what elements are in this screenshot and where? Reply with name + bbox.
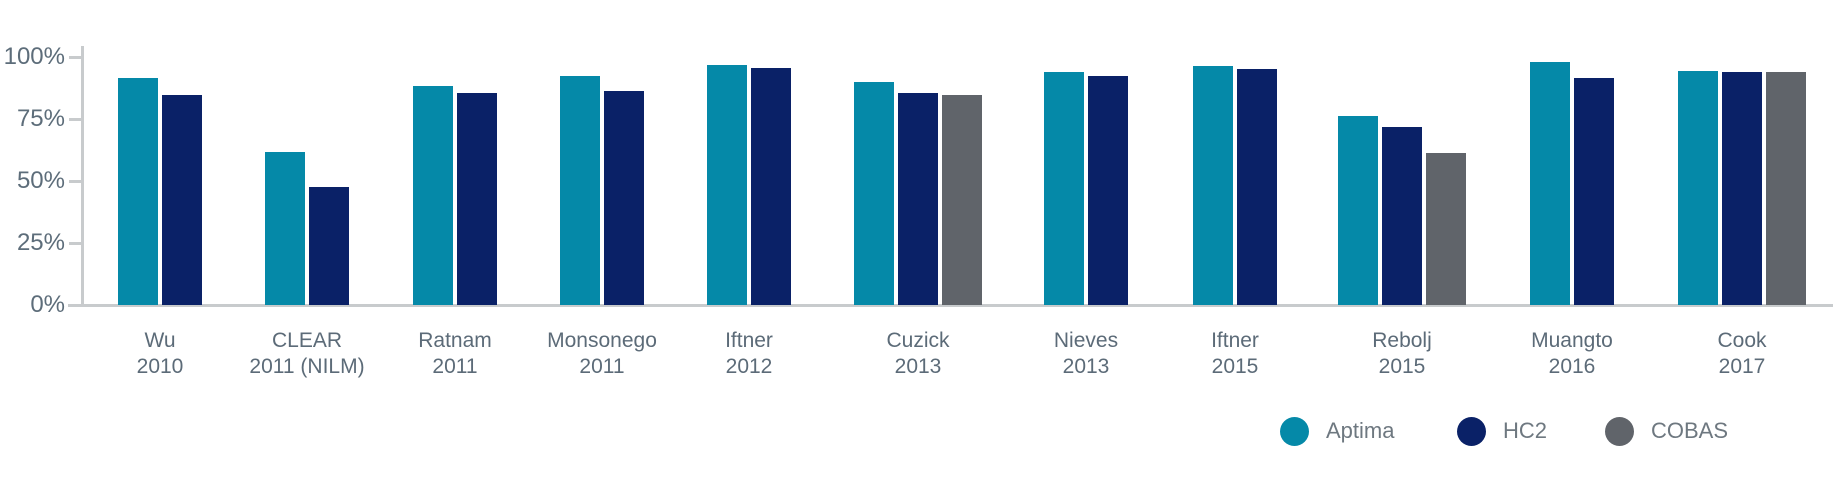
x-axis-label: Ratnam 2011	[345, 328, 565, 380]
x-label-study: Iftner	[725, 329, 773, 352]
legend-dot-aptima-icon	[1280, 416, 1309, 446]
bar-aptima-iftner-2015	[1193, 65, 1233, 305]
bar-hc2-ratnam-2011	[457, 93, 497, 305]
bar-aptima-rebolj-2015	[1338, 115, 1378, 305]
legend-dot-hc2-icon	[1457, 416, 1486, 446]
bar-aptima-clear-2011-nilm-	[265, 151, 305, 305]
x-label-year: 2013	[894, 355, 942, 378]
legend-item-cobas: COBAS	[1605, 416, 1728, 446]
x-label-year: 2011	[432, 355, 478, 378]
bar-aptima-muangto-2016	[1530, 61, 1570, 305]
bar-aptima-wu-2010	[118, 78, 158, 305]
bar-cobas-rebolj-2015	[1426, 153, 1466, 305]
y-tick-mark	[69, 241, 83, 245]
bar-hc2-muangto-2016	[1574, 78, 1614, 305]
y-tick-label: 25%	[16, 229, 65, 256]
bar-hc2-wu-2010	[162, 94, 202, 305]
x-axis-label: Nieves 2013	[976, 328, 1196, 380]
x-axis-label: Iftner 2015	[1125, 328, 1345, 380]
x-label-study: CLEAR	[271, 329, 343, 352]
bar-hc2-iftner-2015	[1237, 69, 1277, 305]
x-axis-label: Cuzick 2013	[808, 328, 1028, 380]
x-label-study: Monsonego	[547, 329, 657, 352]
x-label-study: Cuzick	[886, 329, 950, 352]
x-label-year: 2012	[725, 355, 773, 378]
bar-aptima-monsonego-2011	[560, 76, 600, 305]
legend-dot-cobas-icon	[1605, 416, 1634, 446]
x-label-study: Rebolj	[1372, 329, 1432, 352]
bar-aptima-nieves-2013	[1044, 72, 1084, 305]
legend-label: HC2	[1503, 418, 1548, 443]
bar-aptima-iftner-2012	[707, 65, 747, 305]
x-axis-label: Muangto 2016	[1462, 328, 1682, 380]
x-label-year: 2011	[579, 355, 625, 378]
x-label-year: 2017	[1718, 355, 1766, 378]
x-axis-label: Wu 2010	[50, 328, 270, 380]
bar-cobas-cook-2017	[1766, 72, 1806, 305]
y-tick-label: 50%	[16, 167, 65, 194]
x-label-year: 2016	[1548, 355, 1596, 378]
x-label-year: 2015	[1211, 355, 1259, 378]
y-tick-mark	[69, 179, 83, 183]
x-axis-label: CLEAR 2011 (NILM)	[197, 328, 417, 380]
x-label-study: Cook	[1717, 329, 1767, 352]
y-tick-mark	[69, 55, 83, 59]
y-tick-label: 0%	[30, 291, 65, 318]
bar-aptima-cuzick-2013	[854, 81, 894, 305]
bar-hc2-nieves-2013	[1088, 75, 1128, 305]
x-label-year: 2015	[1378, 355, 1426, 378]
bar-hc2-clear-2011-nilm-	[309, 186, 349, 305]
legend-label: COBAS	[1651, 418, 1729, 443]
bar-cobas-cuzick-2013	[942, 95, 982, 305]
x-label-study: Muangto	[1531, 329, 1613, 352]
bar-aptima-ratnam-2011	[413, 85, 453, 305]
legend-label: Aptima	[1326, 418, 1395, 443]
y-tick-label: 75%	[16, 105, 65, 132]
x-axis-label: Rebolj 2015	[1292, 328, 1512, 380]
x-label-study: Ratnam	[418, 329, 492, 352]
legend-item-hc2: HC2	[1457, 416, 1547, 446]
legend: Aptima HC2 COBAS	[0, 416, 1834, 448]
bar-hc2-monsonego-2011	[604, 90, 644, 305]
x-axis-label: Monsonego 2011	[492, 328, 712, 380]
y-tick-mark	[69, 117, 83, 121]
bar-aptima-cook-2017	[1678, 70, 1718, 305]
x-label-year: 2013	[1062, 355, 1110, 378]
x-label-study: Wu	[144, 329, 176, 352]
x-axis-label: Iftner 2012	[639, 328, 859, 380]
x-label-study: Iftner	[1211, 329, 1259, 352]
bar-hc2-iftner-2012	[751, 68, 791, 305]
x-label-year: 2011 (NILM)	[249, 355, 365, 378]
x-axis-label: Cook 2017	[1632, 328, 1834, 380]
y-tick-label: 100%	[3, 43, 65, 70]
bar-hc2-rebolj-2015	[1382, 127, 1422, 305]
bar-hc2-cook-2017	[1722, 72, 1762, 305]
legend-item-aptima: Aptima	[1280, 416, 1394, 446]
x-axis-line	[68, 304, 1833, 307]
x-label-year: 2010	[136, 355, 184, 378]
y-axis-line	[81, 46, 84, 307]
x-label-study: Nieves	[1053, 329, 1119, 352]
bar-hc2-cuzick-2013	[898, 93, 938, 305]
